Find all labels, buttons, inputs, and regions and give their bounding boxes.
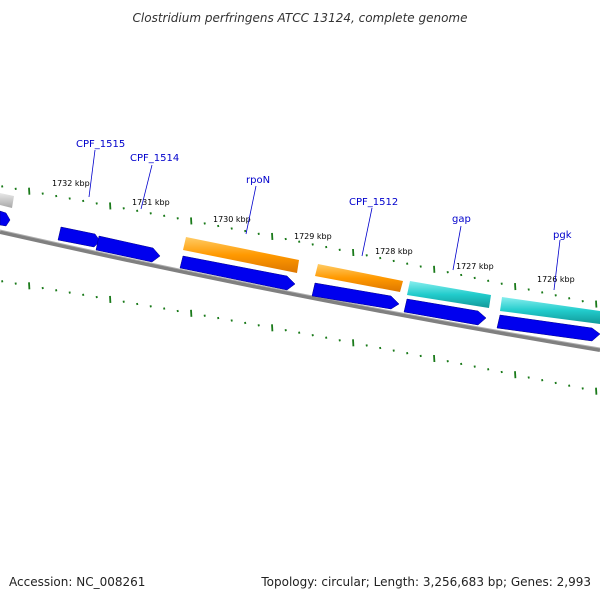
kbp-label: 1728 kbp bbox=[375, 247, 413, 256]
upper-tick-track bbox=[1, 185, 598, 308]
kbp-label: 1730 kbp bbox=[213, 215, 251, 224]
cds-arrow-CPF_1512 bbox=[311, 282, 400, 310]
cds-arrow-rpoN bbox=[179, 255, 296, 291]
genome-summary-text: Topology: circular; Length: 3,256,683 bp… bbox=[260, 575, 591, 589]
leader-line-CPF_1514 bbox=[140, 164, 153, 210]
cds-arrow-gap bbox=[403, 298, 487, 326]
leader-line-gap bbox=[452, 225, 462, 271]
kbp-label: 1732 kbp bbox=[52, 179, 90, 188]
gene-label-pgk[interactable]: pgk bbox=[553, 230, 572, 241]
cds-arrow-CPF_1515 bbox=[57, 226, 101, 248]
gene-label-rpoN[interactable]: rpoN bbox=[246, 175, 270, 186]
genome-backbone bbox=[0, 230, 600, 352]
kbp-label: 1729 kbp bbox=[294, 232, 332, 241]
orange-feature-CPF_1512 bbox=[315, 264, 403, 292]
kbp-label: 1726 kbp bbox=[537, 275, 575, 284]
gray-feature bbox=[0, 193, 14, 208]
cds-arrow-pgk bbox=[496, 314, 600, 342]
leader-line-rpoN bbox=[245, 185, 257, 235]
genome-backbone-highlight bbox=[0, 229, 600, 349]
leader-line-CPF_1512 bbox=[361, 207, 373, 257]
cds-arrow-edge bbox=[0, 210, 11, 227]
gene-label-CPF_1515[interactable]: CPF_1515 bbox=[76, 139, 125, 150]
teal-feature-pgk bbox=[500, 297, 600, 324]
map-title: Clostridium perfringens ATCC 13124, comp… bbox=[133, 11, 468, 25]
orange-feature-rpoN bbox=[183, 237, 299, 273]
kbp-label: 1731 kbp bbox=[132, 198, 170, 207]
gene-label-gap[interactable]: gap bbox=[452, 214, 471, 225]
leader-line-CPF_1515 bbox=[88, 149, 96, 198]
kbp-label: 1727 kbp bbox=[456, 262, 494, 271]
gene-label-CPF_1512[interactable]: CPF_1512 bbox=[349, 197, 398, 208]
leader-line-pgk bbox=[553, 239, 561, 291]
accession-text: Accession: NC_008261 bbox=[9, 575, 145, 589]
lower-tick-track bbox=[1, 280, 598, 395]
teal-feature-gap bbox=[407, 281, 491, 308]
cds-arrow-CPF_1514 bbox=[95, 235, 161, 263]
gene-label-CPF_1514[interactable]: CPF_1514 bbox=[130, 153, 179, 164]
